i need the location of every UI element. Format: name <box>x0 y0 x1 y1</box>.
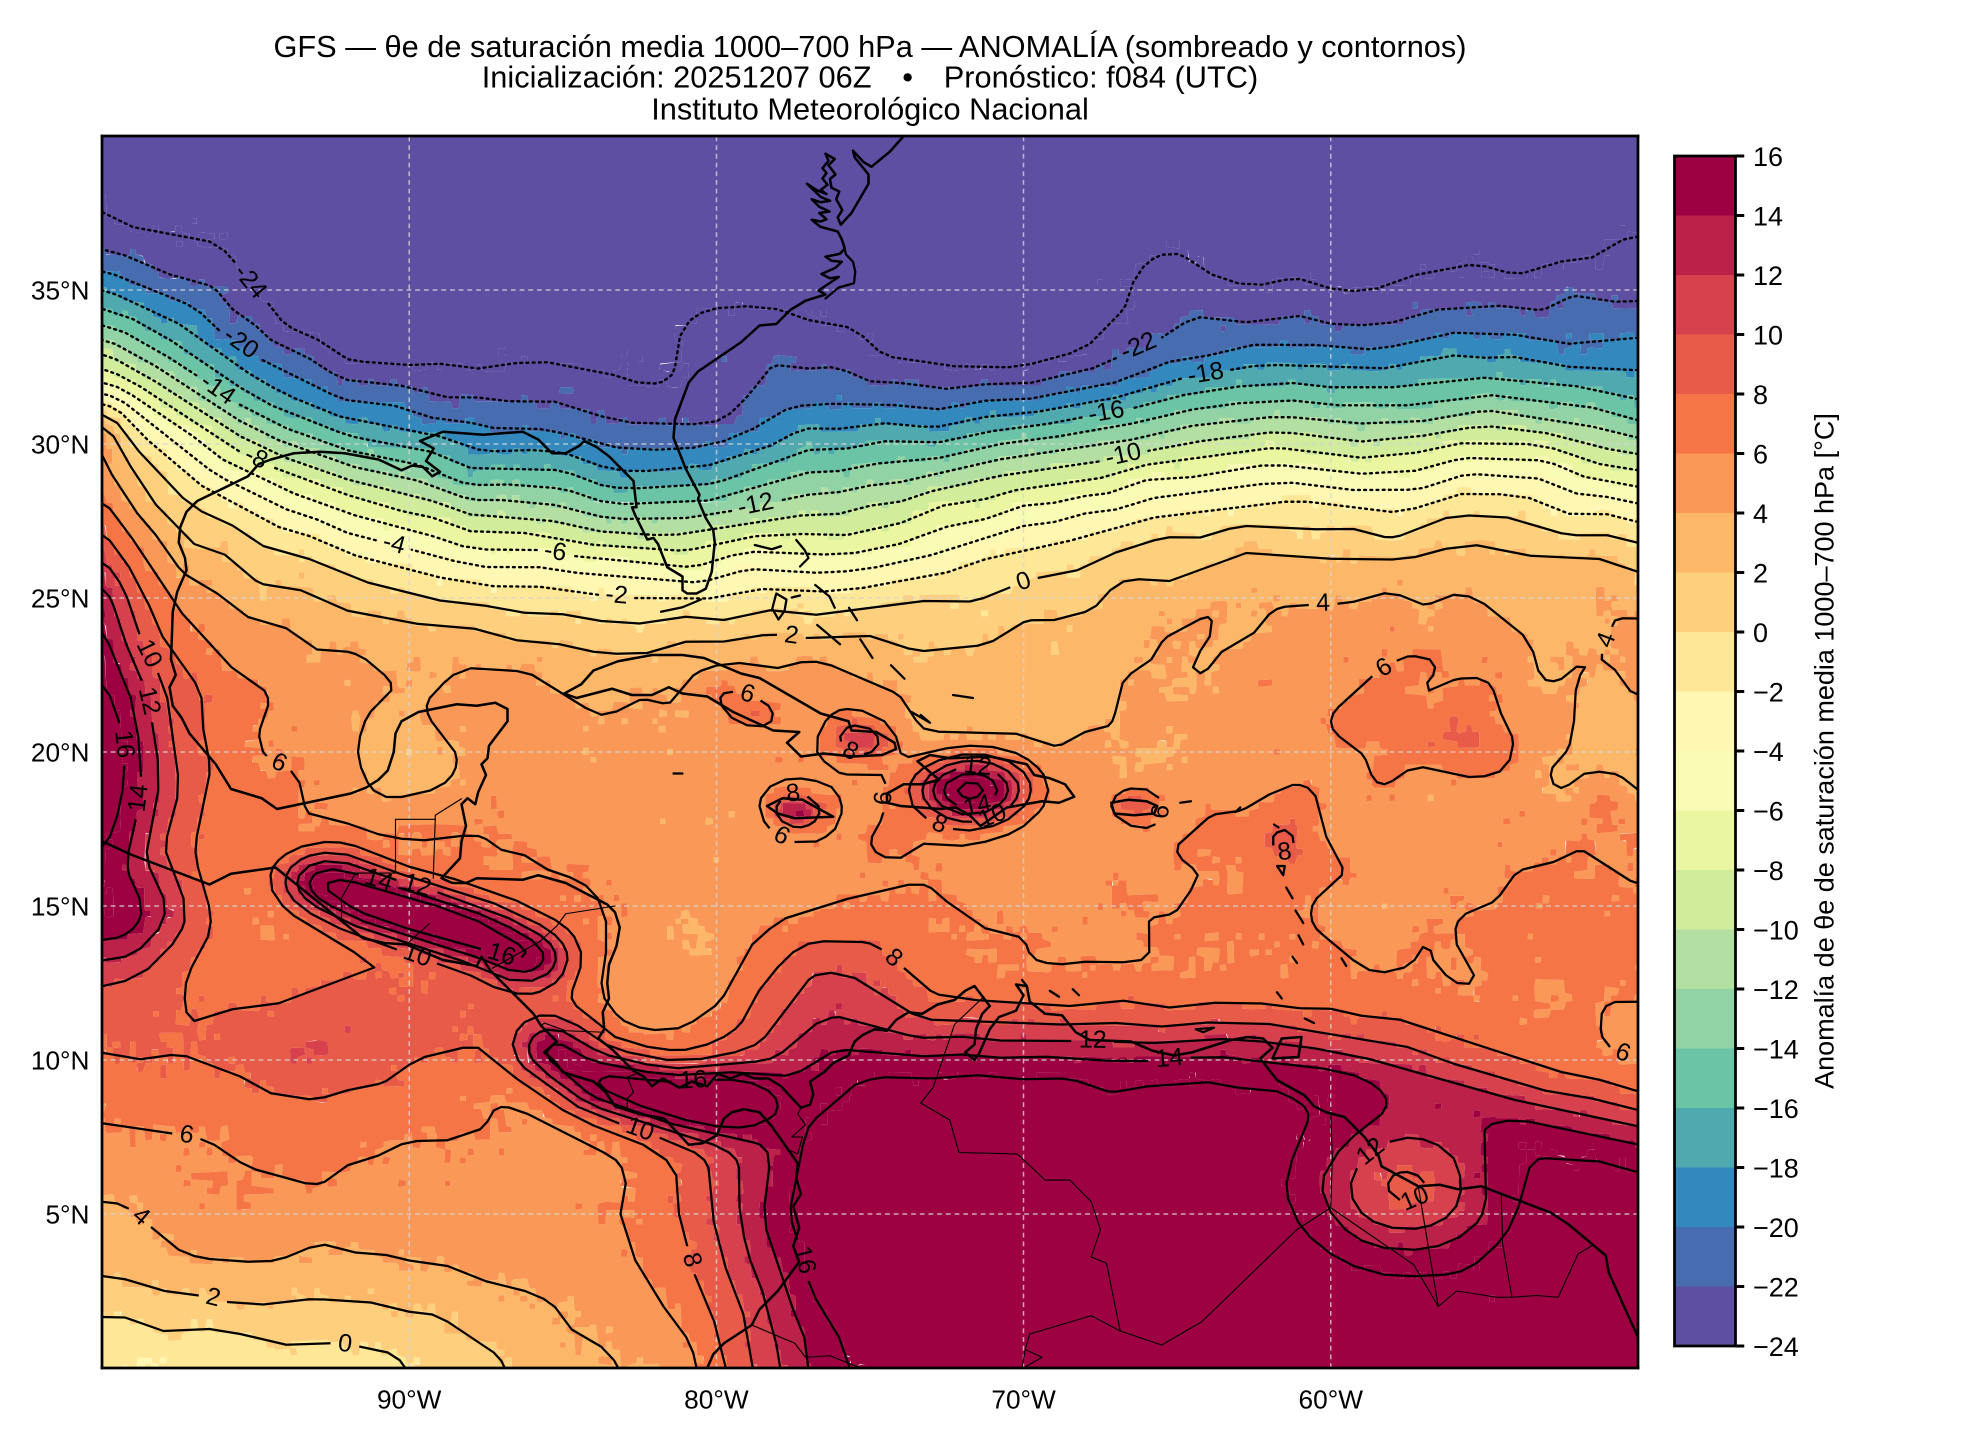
svg-text:−6: −6 <box>1753 796 1784 826</box>
svg-text:−20: −20 <box>1753 1213 1799 1243</box>
svg-text:6: 6 <box>1146 803 1176 821</box>
svg-text:70°W: 70°W <box>991 1384 1056 1414</box>
svg-text:GFS — θe de saturación media 1: GFS — θe de saturación media 1000–700 hP… <box>273 29 1466 64</box>
svg-text:−12: −12 <box>1753 975 1799 1005</box>
svg-text:12: 12 <box>1753 261 1783 291</box>
svg-text:10°N: 10°N <box>31 1046 90 1076</box>
svg-text:30°N: 30°N <box>31 430 90 460</box>
svg-text:−22: −22 <box>1753 1272 1799 1302</box>
svg-text:25°N: 25°N <box>31 584 90 614</box>
svg-text:2: 2 <box>1753 558 1768 588</box>
svg-text:4: 4 <box>1753 499 1768 529</box>
svg-text:14: 14 <box>960 789 994 823</box>
svg-text:8: 8 <box>1753 380 1768 410</box>
svg-text:35°N: 35°N <box>31 276 90 306</box>
svg-text:2: 2 <box>783 620 801 650</box>
svg-text:0: 0 <box>1753 618 1768 648</box>
svg-text:15°N: 15°N <box>31 892 90 922</box>
svg-text:-16: -16 <box>1086 395 1126 429</box>
svg-text:−8: −8 <box>1753 856 1784 886</box>
svg-text:20°N: 20°N <box>31 738 90 768</box>
svg-text:6: 6 <box>178 1120 196 1150</box>
svg-text:8: 8 <box>784 778 802 808</box>
svg-text:5°N: 5°N <box>45 1200 89 1230</box>
svg-text:16: 16 <box>1753 142 1783 172</box>
svg-text:6: 6 <box>1753 439 1768 469</box>
svg-text:90°W: 90°W <box>377 1384 442 1414</box>
svg-text:60°W: 60°W <box>1299 1384 1364 1414</box>
svg-text:80°W: 80°W <box>684 1384 749 1414</box>
svg-text:14: 14 <box>1753 201 1783 231</box>
svg-text:14: 14 <box>123 782 154 813</box>
svg-text:-6: -6 <box>542 536 569 567</box>
svg-text:6: 6 <box>869 790 898 806</box>
svg-text:−10: −10 <box>1753 915 1799 945</box>
svg-text:12: 12 <box>133 684 167 717</box>
svg-text:−4: −4 <box>1753 737 1784 767</box>
svg-text:-2: -2 <box>604 580 629 610</box>
svg-text:-18: -18 <box>1185 356 1225 390</box>
svg-text:−18: −18 <box>1753 1153 1799 1183</box>
svg-text:8: 8 <box>1276 837 1293 867</box>
svg-text:16: 16 <box>788 1243 822 1277</box>
svg-text:4: 4 <box>1316 589 1331 617</box>
svg-text:Instituto Meteorológico Nacion: Instituto Meteorológico Nacional <box>651 92 1089 127</box>
svg-text:12: 12 <box>1079 1026 1107 1054</box>
svg-text:0: 0 <box>336 1329 353 1358</box>
svg-text:10: 10 <box>1753 320 1783 350</box>
svg-text:14: 14 <box>1154 1043 1184 1073</box>
svg-text:−16: −16 <box>1753 1094 1799 1124</box>
svg-text:−24: −24 <box>1753 1332 1799 1362</box>
svg-text:8: 8 <box>677 1250 708 1270</box>
svg-text:Inicialización: 20251207 06Z: Inicialización: 20251207 06Z • Pronóstic… <box>482 60 1258 95</box>
svg-text:−14: −14 <box>1753 1034 1799 1064</box>
svg-text:16: 16 <box>109 729 140 760</box>
svg-text:Anomalía de θe de saturación m: Anomalía de θe de saturación media 1000–… <box>1810 413 1840 1089</box>
svg-text:−2: −2 <box>1753 677 1784 707</box>
svg-text:16: 16 <box>679 1065 708 1095</box>
svg-text:2: 2 <box>203 1282 223 1313</box>
svg-text:12: 12 <box>962 750 993 781</box>
